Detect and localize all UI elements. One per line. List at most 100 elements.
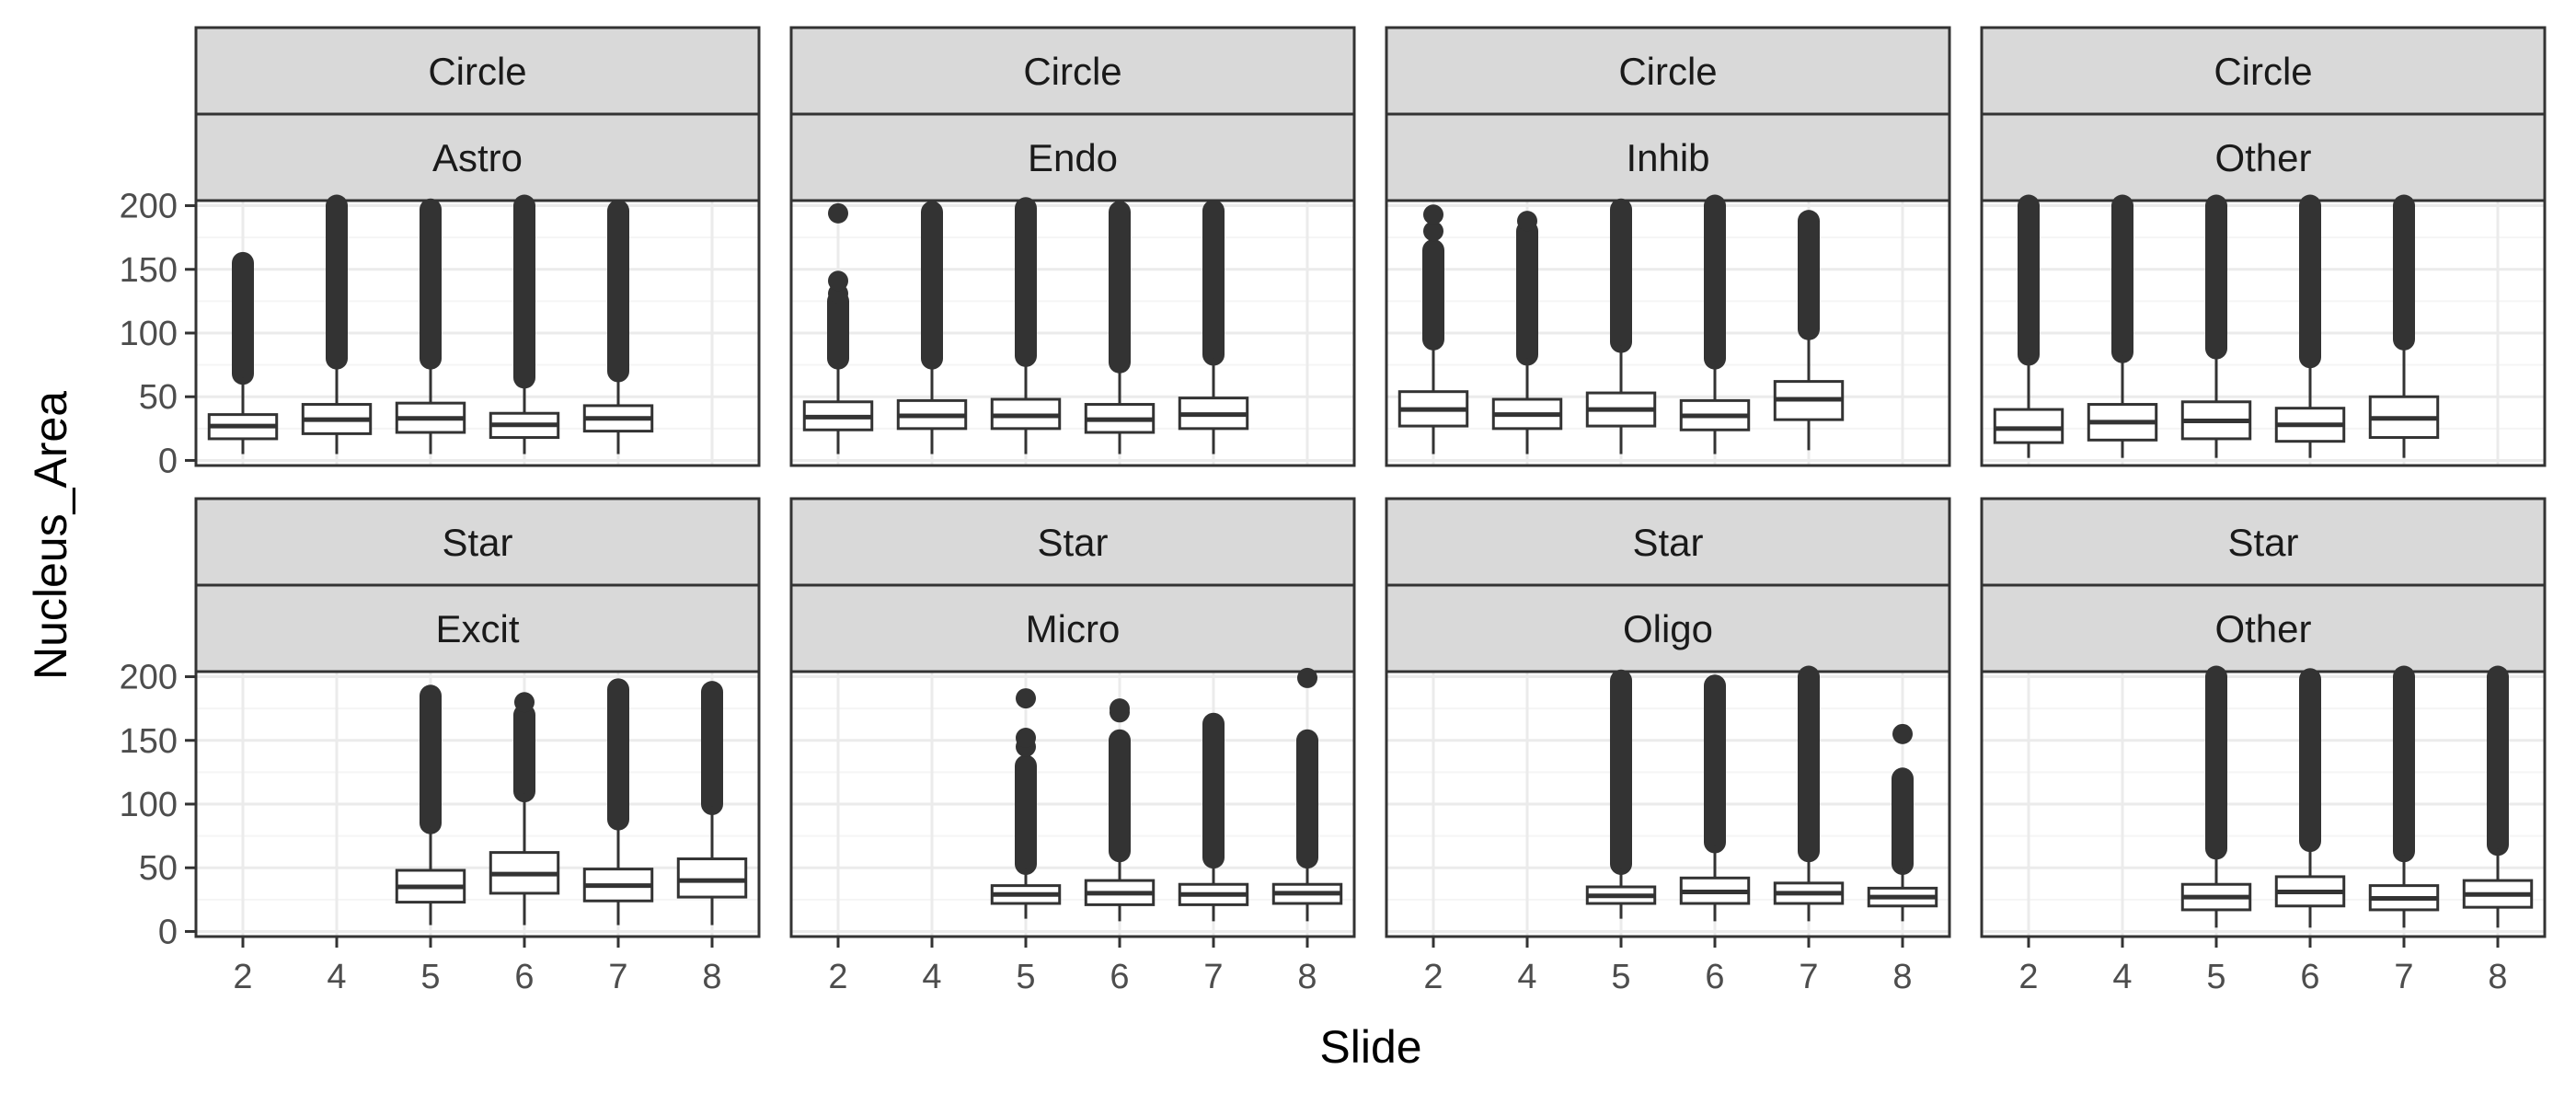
boxplot — [1993, 194, 2064, 458]
outlier-point — [1016, 688, 1036, 709]
strip-column-label: Oligo — [1623, 607, 1713, 650]
facet-panel: Circle Endo — [789, 26, 1356, 467]
x-tick-label: 5 — [420, 958, 440, 996]
y-tick-label: 50 — [139, 378, 178, 417]
boxplot — [1585, 669, 1657, 919]
x-tick-label: 8 — [702, 958, 721, 996]
x-tick-label: 4 — [2112, 958, 2132, 996]
box-iqr — [676, 857, 748, 899]
boxplot — [1679, 674, 1751, 922]
box-iqr — [1993, 408, 2064, 444]
strip-column-background — [194, 583, 761, 673]
boxplot — [582, 678, 654, 926]
boxplot — [2274, 194, 2346, 458]
boxplot — [1585, 198, 1657, 454]
strip-column-label: Inhib — [1626, 136, 1709, 179]
panel-border — [1980, 670, 2547, 938]
boxplot — [207, 251, 279, 454]
boxplot — [489, 692, 560, 926]
strip-row-background — [1980, 497, 2547, 587]
strip-row-label: Star — [1632, 521, 1703, 564]
strip-row-background — [789, 497, 1356, 587]
panel-border — [1980, 199, 2547, 467]
boxplot — [2180, 194, 2252, 458]
y-tick-label: 50 — [139, 849, 178, 888]
x-tick-label: 8 — [2488, 958, 2507, 996]
strip-column-label: Other — [2214, 607, 2311, 650]
strip-row-label: Circle — [1618, 50, 1717, 93]
boxplot — [489, 194, 560, 454]
facet-panel: Star Excit 0 50 100 150 200 2 4 5 6 7 8 — [120, 497, 761, 996]
facet-panels: CircleAstro050100150200CircleEndoCircleI… — [120, 26, 2547, 996]
panel-border — [789, 199, 1356, 467]
strip-row-background — [1385, 497, 1951, 587]
x-tick-label: 7 — [1799, 958, 1818, 996]
strip-column-background — [194, 112, 761, 202]
boxplot — [802, 202, 874, 454]
y-tick-label: 0 — [158, 442, 178, 480]
x-tick-label: 2 — [2018, 958, 2038, 996]
facet-panel: Star Other 2 4 5 6 7 8 — [1980, 497, 2547, 996]
boxplot — [2274, 668, 2346, 928]
strip-column-background — [789, 112, 1356, 202]
boxplot — [2180, 665, 2252, 928]
y-tick-label: 150 — [120, 722, 178, 761]
strip-column-background — [1980, 583, 2547, 673]
x-tick-label: 7 — [1203, 958, 1223, 996]
y-tick-label: 0 — [158, 913, 178, 951]
strip-row-label: Circle — [2214, 50, 2312, 93]
strip-column-background — [1385, 112, 1951, 202]
boxplot — [2087, 194, 2158, 458]
x-tick-label: 2 — [828, 958, 847, 996]
outlier-point — [1423, 221, 1443, 242]
strip-column-background — [789, 583, 1356, 673]
boxplot — [1773, 665, 1845, 922]
boxplot — [896, 201, 968, 454]
y-tick-label: 150 — [120, 251, 178, 290]
x-tick-label: 8 — [1892, 958, 1912, 996]
panel-border — [1385, 199, 1951, 467]
x-tick-label: 5 — [1016, 958, 1035, 996]
boxplot — [1271, 667, 1343, 922]
strip-column-background — [1385, 583, 1951, 673]
strip-row-background — [789, 26, 1356, 116]
strip-row-label: Star — [1037, 521, 1108, 564]
strip-row-label: Circle — [428, 50, 526, 93]
y-tick-label: 200 — [120, 659, 178, 697]
boxplot — [1178, 200, 1249, 454]
x-tick-label: 7 — [2394, 958, 2413, 996]
facet-panel: Circle Inhib — [1385, 26, 1951, 467]
boxplot — [395, 684, 466, 926]
strip-column-label: Micro — [1026, 607, 1121, 650]
panel-border — [789, 670, 1356, 938]
strip-row-background — [194, 26, 761, 116]
x-tick-label: 6 — [2300, 958, 2319, 996]
y-tick-label: 100 — [120, 315, 178, 353]
strip-column-label: Other — [2214, 136, 2311, 179]
strip-row-background — [194, 497, 761, 587]
boxplot — [1679, 194, 1751, 454]
outlier-point — [1016, 728, 1036, 748]
outlier-point — [828, 202, 848, 224]
x-tick-label: 6 — [1110, 958, 1129, 996]
boxplot — [1491, 211, 1563, 454]
strip-column-label: Excit — [435, 607, 519, 650]
boxplot — [990, 688, 1062, 919]
boxplot — [1178, 712, 1249, 922]
x-tick-label: 5 — [1611, 958, 1630, 996]
boxplot — [582, 200, 654, 454]
boxplot — [301, 194, 373, 454]
outlier-point — [514, 692, 535, 713]
strip-row-label: Star — [2227, 521, 2298, 564]
outlier-point — [828, 270, 848, 292]
y-axis-title: Nucleus_Area — [25, 391, 76, 680]
strip-column-label: Astro — [432, 136, 523, 179]
boxplot — [1773, 210, 1845, 451]
boxplot — [1867, 723, 1938, 922]
boxplot — [2368, 194, 2440, 458]
facet-panel: Circle Other — [1980, 26, 2547, 467]
x-tick-label: 4 — [1517, 958, 1536, 996]
outlier-point — [1892, 723, 1913, 744]
x-tick-label: 4 — [922, 958, 941, 996]
